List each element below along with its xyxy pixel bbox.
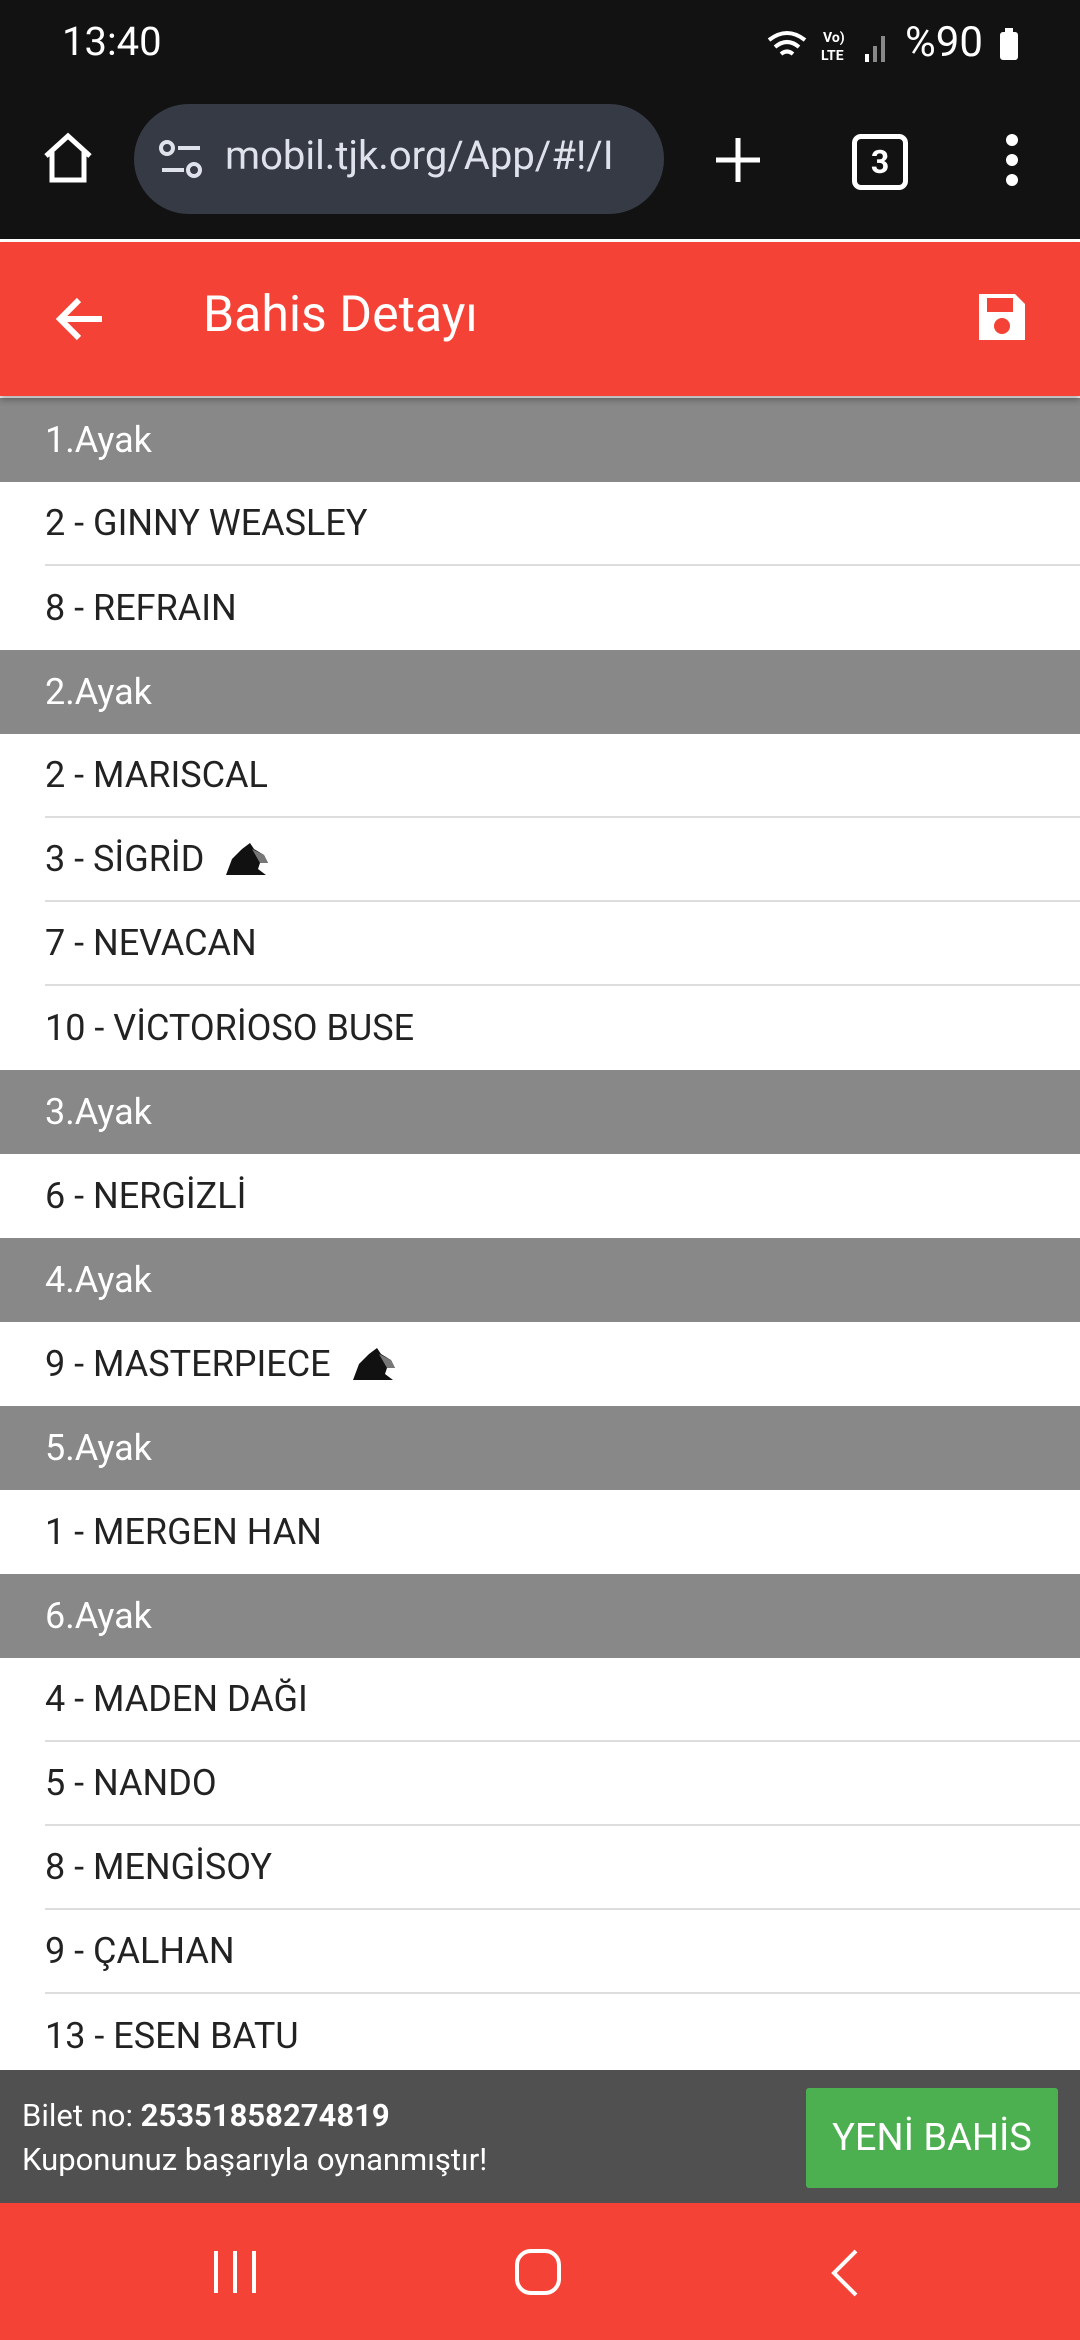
runner-row: 6 - NERGİZLİ [45, 1154, 1080, 1238]
svg-text:Vo): Vo) [823, 30, 845, 46]
runner-row: 8 - REFRAIN [45, 566, 1080, 650]
runner-row: 9 - ÇALHAN [45, 1910, 1080, 1994]
page-title: Bahis Detayı [203, 286, 478, 344]
runner-row: 3 - SİGRİD [45, 818, 1080, 902]
bet-list: 1.Ayak 2 - GINNY WEASLEY 8 - REFRAIN 2.Ayak… [0, 398, 1080, 2070]
menu-button[interactable] [998, 132, 1026, 188]
runner-name: 1 - MERGEN HAN [45, 1511, 322, 1553]
signal-icons: Vo) LTE [767, 30, 885, 64]
ticket-number: 25351858274819 [140, 2097, 390, 2134]
runner-name: 13 - ESEN BATU [45, 2015, 299, 2057]
leg-header: 1.Ayak [0, 398, 1080, 482]
battery: %90 [905, 18, 983, 67]
url[interactable]: mobil.tjk.org/App/#!/I [225, 132, 614, 179]
leg-header: 3.Ayak [0, 1070, 1080, 1154]
runner-name: 9 - MASTERPIECE [45, 1343, 331, 1385]
horse-icon [352, 1348, 395, 1380]
runner-name: 8 - MENGİSOY [45, 1846, 272, 1888]
runner-name: 10 - VİCTORİOSO BUSE [45, 1007, 415, 1049]
leg-header: 6.Ayak [0, 1574, 1080, 1658]
svg-text:LTE: LTE [821, 48, 844, 64]
leg-header: 2.Ayak [0, 650, 1080, 734]
home-nav-button[interactable] [513, 2247, 565, 2299]
runner-name: 8 - REFRAIN [45, 587, 237, 629]
runner-name: 2 - GINNY WEASLEY [45, 502, 368, 544]
ticket-label: Bilet no: [22, 2097, 133, 2134]
runner-row: 2 - GINNY WEASLEY [45, 482, 1080, 566]
runner-row: 10 - VİCTORİOSO BUSE [45, 986, 1080, 1070]
runner-row: 4 - MADEN DAĞI [45, 1658, 1080, 1742]
leg-header: 4.Ayak [0, 1238, 1080, 1322]
runner-name: 4 - MADEN DAĞI [45, 1678, 308, 1720]
runner-name: 5 - NANDO [45, 1762, 217, 1804]
battery-icon [1000, 28, 1018, 60]
runner-row: 5 - NANDO [45, 1742, 1080, 1826]
runner-row: 1 - MERGEN HAN [45, 1490, 1080, 1574]
save-button[interactable] [975, 290, 1029, 344]
leg-header: 5.Ayak [0, 1406, 1080, 1490]
runner-row: 7 - NEVACAN [45, 902, 1080, 986]
recents-button[interactable] [210, 2247, 260, 2297]
clock: 13:40 [62, 18, 162, 65]
new-tab-button[interactable] [713, 135, 763, 185]
runner-name: 2 - MARISCAL [45, 754, 268, 796]
success-message: Kuponunuz başarıyla oynanmıştır! [22, 2141, 488, 2178]
home-button[interactable] [40, 130, 96, 186]
horse-icon [226, 843, 269, 875]
tab-count[interactable]: 3 [852, 134, 908, 190]
runner-row: 8 - MENGİSOY [45, 1826, 1080, 1910]
runner-name: 6 - NERGİZLİ [45, 1175, 247, 1217]
back-nav-button[interactable] [826, 2247, 866, 2299]
runner-name: 3 - SİGRİD [45, 838, 205, 880]
runner-row: 2 - MARISCAL [45, 734, 1080, 818]
system-and-browser-bar: 13:40 Vo) LTE %90 mobil.tjk.org/App/#!/I… [0, 0, 1080, 239]
runner-row: 9 - MASTERPIECE [45, 1322, 1080, 1406]
ticket-info: Bilet no: 25351858274819 [22, 2097, 390, 2134]
new-bet-button[interactable]: YENİ BAHİS [806, 2088, 1058, 2188]
runner-row: 13 - ESEN BATU [45, 1994, 1080, 2070]
address-bar[interactable] [134, 104, 664, 214]
site-info-icon[interactable] [158, 138, 204, 182]
back-button[interactable] [52, 292, 106, 346]
runner-name: 9 - ÇALHAN [45, 1930, 235, 1972]
app-bar [0, 242, 1080, 396]
nav-bar [0, 2203, 1080, 2340]
runner-name: 7 - NEVACAN [45, 922, 257, 964]
